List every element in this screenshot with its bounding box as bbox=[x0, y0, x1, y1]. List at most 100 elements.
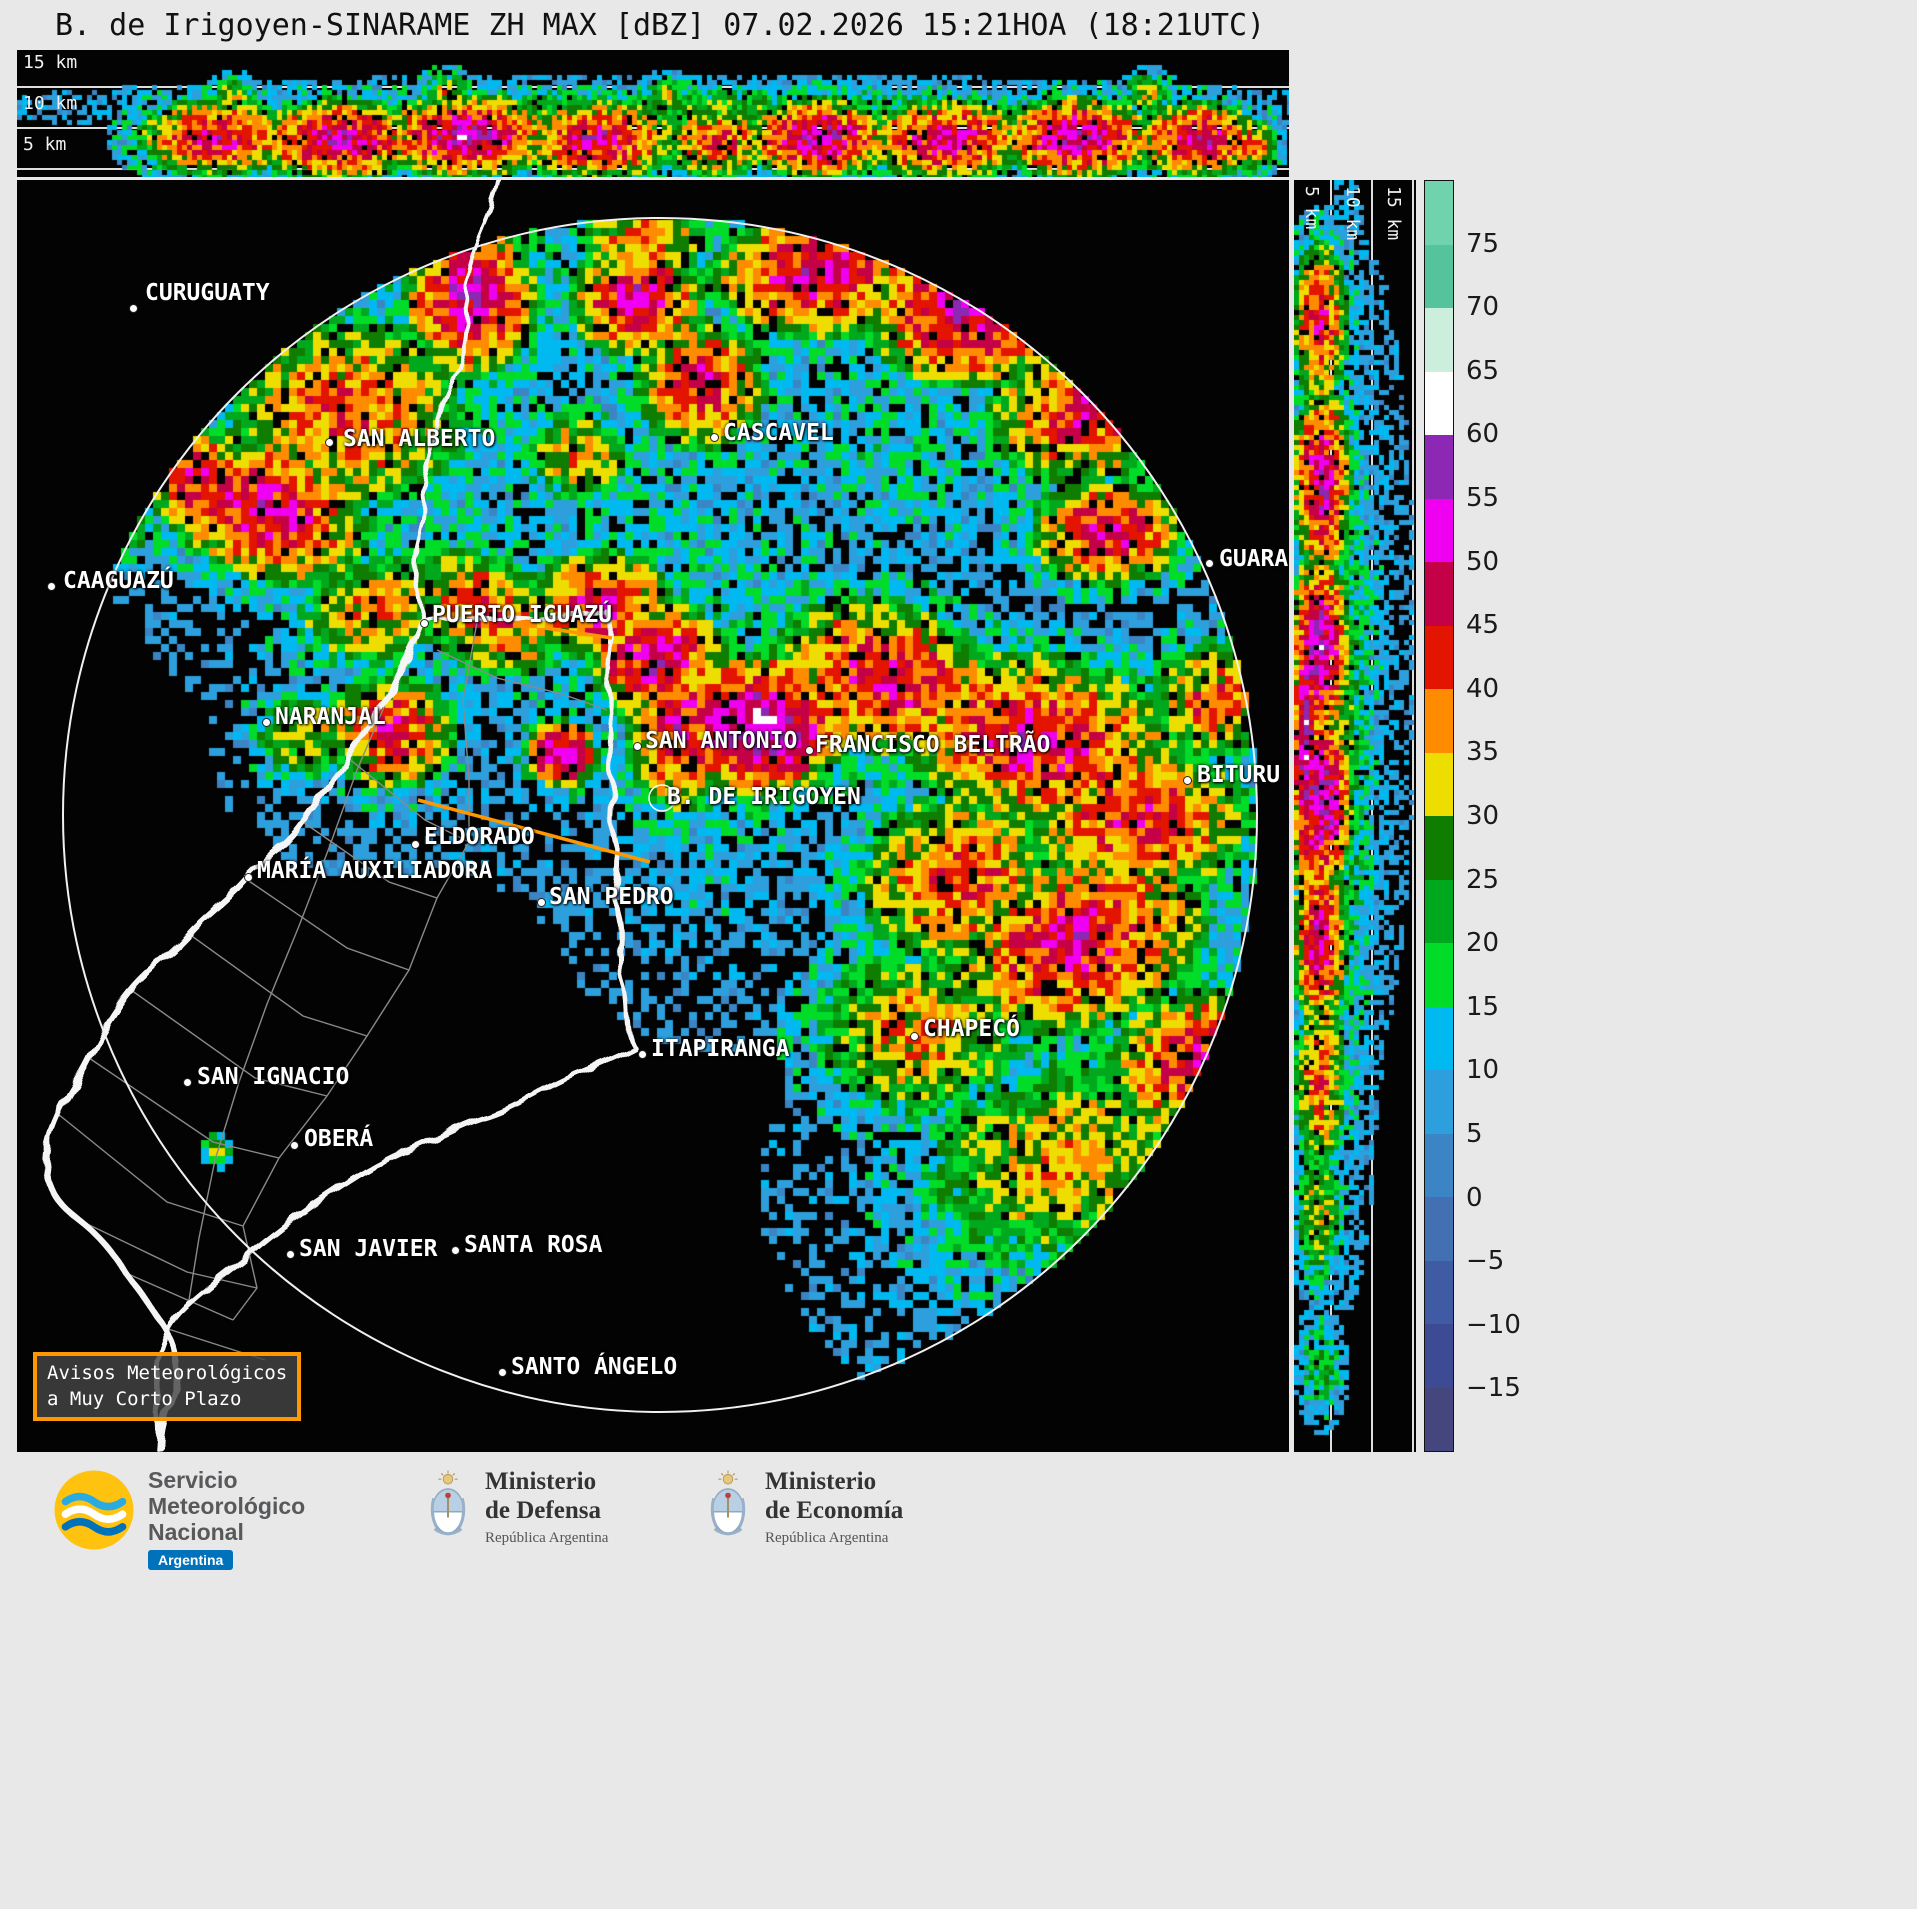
city-dot bbox=[537, 898, 546, 907]
colorbar-segment bbox=[1425, 689, 1453, 753]
colorbar-tick-label: 45 bbox=[1466, 610, 1500, 641]
figure-title: B. de Irigoyen-SINARAME ZH MAX [dBZ] 07.… bbox=[55, 8, 1266, 43]
city-dot bbox=[638, 1050, 647, 1059]
city-label: SAN PEDRO bbox=[549, 884, 674, 910]
defensa-line1: Ministerio bbox=[485, 1468, 597, 1495]
river bbox=[152, 1045, 638, 1451]
admin-boundary bbox=[130, 989, 328, 1097]
colorbar-segment bbox=[1425, 181, 1453, 245]
colorbar-tick-label: 55 bbox=[1466, 483, 1500, 513]
city-dot bbox=[411, 840, 420, 849]
admin-boundary bbox=[347, 757, 470, 843]
city-label: GUARA bbox=[1219, 546, 1289, 572]
city-label: SAN IGNACIO bbox=[197, 1064, 350, 1090]
colorbar-tick-label: 20 bbox=[1466, 928, 1500, 959]
height-axis-label: 15 km bbox=[1383, 186, 1404, 241]
ministry-economia-block: Ministerio de Economía República Argenti… bbox=[705, 1468, 903, 1547]
colorbar-segment bbox=[1425, 244, 1453, 308]
warning-box: Avisos Meteorológicos a Muy Corto Plazo bbox=[33, 1352, 302, 1422]
city-label: BITURU bbox=[1197, 762, 1281, 788]
admin-boundary bbox=[462, 621, 478, 842]
colorbar-segment bbox=[1425, 371, 1453, 435]
city-dot bbox=[710, 433, 719, 442]
river bbox=[42, 617, 427, 1451]
admin-boundary bbox=[57, 1113, 244, 1227]
height-axis-label: 10 km bbox=[1342, 186, 1363, 241]
city-dot bbox=[1205, 559, 1214, 568]
city-dot bbox=[633, 742, 642, 751]
admin-boundary bbox=[232, 841, 470, 1321]
map-panel: CURUGUATY SAN ALBERTO CASCAVEL CAAGUAZÚ PUER… bbox=[17, 180, 1289, 1452]
colorbar-segment bbox=[1425, 1324, 1453, 1388]
admin-boundary bbox=[436, 649, 608, 711]
city-label: SANTO ÁNGELO bbox=[511, 1354, 678, 1380]
height-axis-label: 15 km bbox=[23, 52, 78, 73]
colorbar-tick-label: −15 bbox=[1466, 1373, 1521, 1404]
city-dot bbox=[183, 1078, 192, 1087]
colorbar-segment bbox=[1425, 1070, 1453, 1134]
colorbar-tick-label: 75 bbox=[1466, 228, 1500, 259]
city-label: MARÍA AUXILIADORA bbox=[257, 858, 493, 884]
city-label: CASCAVEL bbox=[723, 420, 834, 446]
height-axis-label: 10 km bbox=[23, 93, 78, 114]
top-profile-panel: 15 km 10 km 5 km bbox=[17, 50, 1289, 177]
colorbar-segment bbox=[1425, 1006, 1453, 1070]
city-label: ELDORADO bbox=[424, 824, 535, 850]
city-dot bbox=[262, 718, 271, 727]
city-dot bbox=[805, 746, 814, 755]
colorbar-segment bbox=[1425, 1133, 1453, 1197]
smn-name-line1: Servicio bbox=[148, 1467, 238, 1493]
smn-logo-block: Servicio Meteorológico Nacional Argentin… bbox=[52, 1467, 305, 1571]
ministry-economia-text: Ministerio de Economía República Argenti… bbox=[765, 1468, 903, 1547]
smn-logo-icon bbox=[54, 1470, 134, 1550]
colorbar-tick-label: 5 bbox=[1466, 1119, 1483, 1149]
admin-boundary bbox=[245, 878, 410, 971]
city-label: SAN ALBERTO bbox=[343, 426, 496, 452]
city-label: SANTA ROSA bbox=[464, 1232, 603, 1258]
smn-text: Servicio Meteorológico Nacional Argentin… bbox=[148, 1467, 305, 1571]
height-axis-label: 5 km bbox=[23, 134, 67, 155]
city-dot bbox=[244, 873, 253, 882]
city-label: CURUGUATY bbox=[145, 280, 270, 306]
smn-name-line3: Nacional bbox=[148, 1518, 244, 1545]
colorbar-segment bbox=[1425, 816, 1453, 880]
right-profile-panel: 5 km 10 km 15 km bbox=[1294, 180, 1416, 1452]
colorbar-tick-label: 10 bbox=[1466, 1055, 1500, 1086]
city-label: CAAGUAZÚ bbox=[63, 568, 174, 594]
economia-sub: República Argentina bbox=[765, 1529, 889, 1546]
colorbar-tick-label: 35 bbox=[1466, 737, 1500, 768]
warning-box-line1: Avisos Meteorológicos bbox=[47, 1362, 288, 1384]
city-dot bbox=[451, 1246, 460, 1255]
colorbar-tick-label: −10 bbox=[1466, 1309, 1521, 1340]
city-label: SAN ANTONIO bbox=[645, 728, 798, 754]
right-profile-canvas bbox=[1294, 180, 1416, 1452]
colorbar-bar bbox=[1424, 180, 1454, 1452]
city-dot bbox=[498, 1368, 507, 1377]
colorbar: 75 70 65 60 55 50 45 40 35 30 25 20 15 10 5 0 −5 −10 −15 bbox=[1424, 180, 1554, 1452]
colorbar-segment bbox=[1425, 943, 1453, 1007]
colorbar-segment bbox=[1425, 1197, 1453, 1261]
coat-of-arms-icon bbox=[710, 1470, 746, 1536]
defensa-sub: República Argentina bbox=[485, 1529, 609, 1546]
admin-boundary bbox=[188, 692, 391, 1301]
warning-box-line2: a Muy Corto Plazo bbox=[47, 1387, 242, 1410]
city-dot bbox=[325, 438, 334, 447]
city-label: PUERTO IGUAZÚ bbox=[432, 602, 613, 628]
smn-country-badge: Argentina bbox=[148, 1550, 234, 1571]
range-ring bbox=[62, 217, 1258, 1413]
admin-boundary bbox=[78, 1219, 258, 1289]
colorbar-tick-label: 30 bbox=[1466, 801, 1500, 831]
colorbar-tick-label: 40 bbox=[1466, 673, 1500, 704]
city-layer: CURUGUATY SAN ALBERTO CASCAVEL CAAGUAZÚ PUER… bbox=[17, 180, 1289, 1452]
colorbar-tick-label: 60 bbox=[1466, 419, 1500, 450]
colorbar-segment bbox=[1425, 435, 1453, 499]
radar-site-marker bbox=[648, 784, 676, 812]
height-axis-label: 5 km bbox=[1301, 186, 1322, 230]
city-dot bbox=[286, 1250, 295, 1259]
city-dot bbox=[47, 582, 56, 591]
defensa-line2: de Defensa bbox=[485, 1496, 601, 1524]
map-vector-layer bbox=[42, 180, 1258, 1451]
river bbox=[421, 609, 610, 623]
colorbar-segment bbox=[1425, 1260, 1453, 1324]
